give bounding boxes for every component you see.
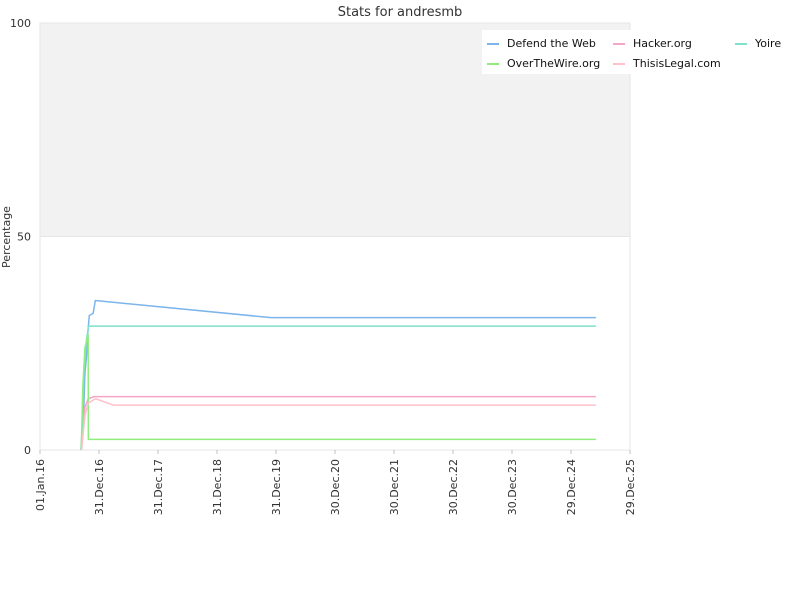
y-axis-title: Percentage [0, 206, 13, 268]
x-tick-label: 31.Dec.17 [152, 459, 165, 515]
legend: Defend the Web Hacker.org Yoire OverTheWire… [482, 30, 782, 74]
x-tick-label: 30.Dec.20 [329, 459, 342, 515]
x-tick-label: 01.Jan.16 [34, 459, 47, 511]
x-axis-ticks: 01.Jan.16 31.Dec.16 31.Dec.17 31.Dec.18 31.D… [34, 450, 637, 515]
x-tick-label: 29.Dec.24 [565, 459, 578, 515]
x-tick-label: 31.Dec.16 [93, 459, 106, 515]
y-axis-ticks: 0 50 100 [10, 17, 31, 457]
x-tick-label: 30.Dec.22 [447, 459, 460, 515]
legend-label: Hacker.org [633, 37, 692, 50]
x-tick-label: 31.Dec.19 [270, 459, 283, 515]
y-tick-label-0: 0 [24, 444, 31, 457]
series-lines [80, 299, 596, 451]
x-tick-label: 30.Dec.23 [506, 459, 519, 515]
legend-background [482, 30, 782, 74]
x-tick-label: 29.Dec.25 [624, 459, 637, 515]
chart-title: Stats for andresmb [338, 5, 463, 20]
series-line-overthewire-org [80, 333, 596, 451]
legend-label: Yoire [754, 37, 781, 50]
legend-label: Defend the Web [507, 37, 596, 50]
y-tick-label-50: 50 [17, 231, 31, 244]
x-tick-label: 31.Dec.18 [211, 459, 224, 515]
y-tick-label-100: 100 [10, 17, 31, 30]
series-line-thisislegal-com [80, 398, 596, 451]
legend-label: OverTheWire.org [507, 57, 600, 70]
x-tick-label: 30.Dec.21 [388, 459, 401, 515]
legend-label: ThisisLegal.com [632, 57, 721, 70]
